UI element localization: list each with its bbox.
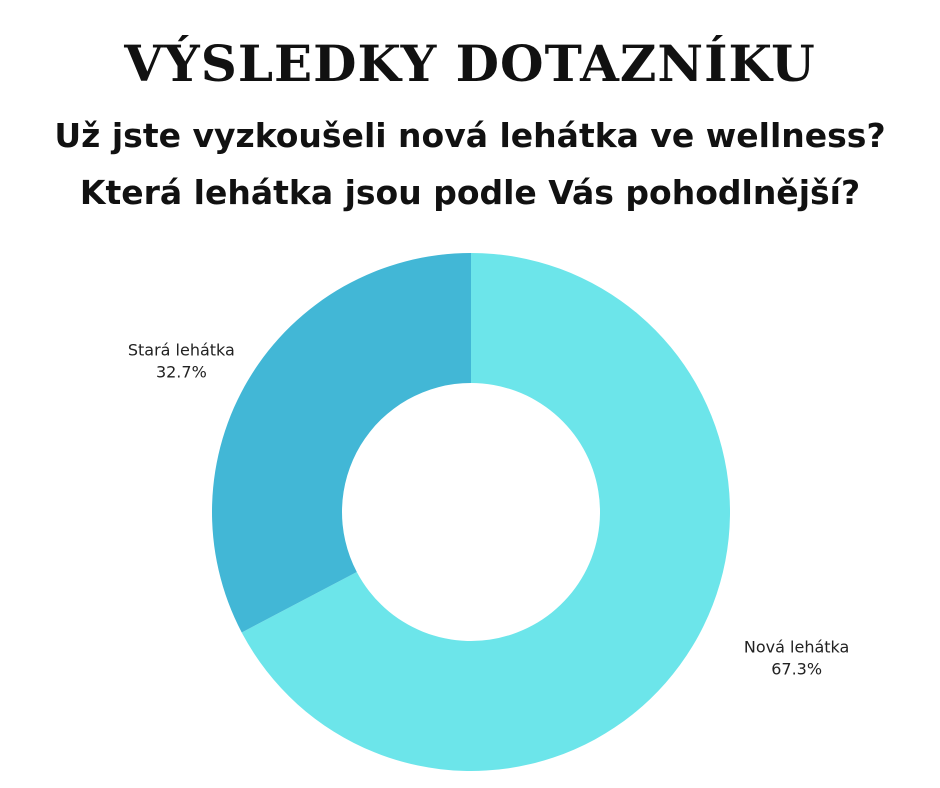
chart-subtitle-line-2: Která lehátka jsou podle Vás pohodlnější… — [79, 173, 861, 212]
slice-label-name-2: Stará lehátka — [128, 341, 235, 360]
chart-title: VÝSLEDKY DOTAZNÍKU — [124, 34, 816, 93]
chart-subtitle-line-1: Už jste vyzkoušeli nová lehátka ve welln… — [54, 116, 886, 155]
slice-label-value-2: 32.7% — [156, 363, 207, 382]
slice-label-name-1: Nová lehátka — [744, 637, 849, 656]
donut-slice-2 — [212, 253, 471, 633]
donut-slice-1 — [241, 253, 730, 772]
slice-label-value-1: 67.3% — [771, 659, 822, 678]
